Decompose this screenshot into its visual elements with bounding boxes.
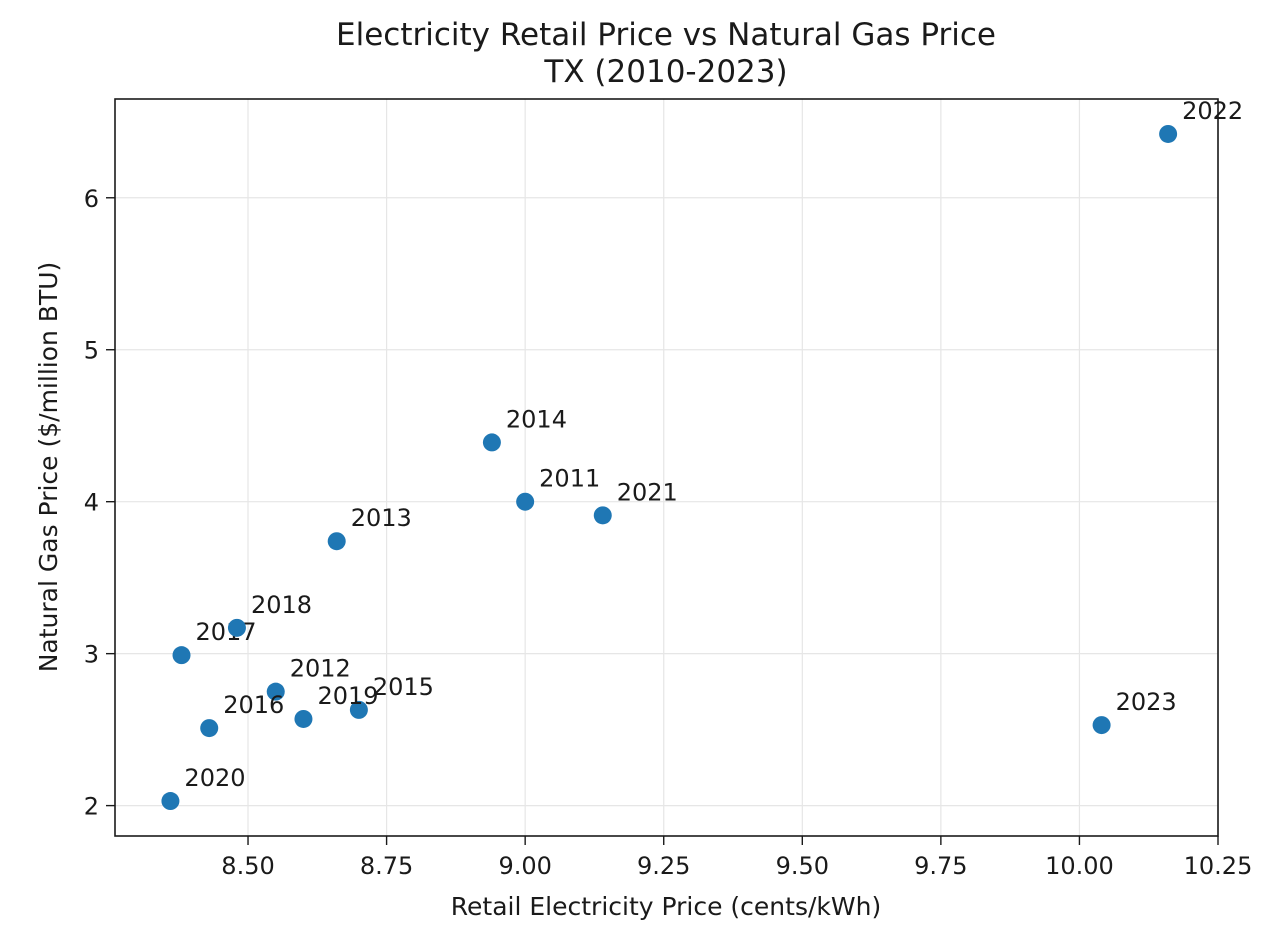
data-point-label: 2012: [290, 655, 351, 683]
chart-subtitle: TX (2010-2023): [543, 54, 787, 90]
data-point-label: 2023: [1116, 688, 1177, 716]
axis-ticks: 8.50 8.75 9.00 9.25 9.50 9.75 10.00 10.25 2 3 4 5 6: [84, 185, 1253, 880]
y-tick-label: 5: [84, 337, 99, 365]
data-point-2020: [161, 792, 180, 811]
data-point-2015: [349, 700, 368, 719]
data-point-2019: [294, 709, 313, 728]
data-point-label: 2013: [351, 504, 412, 532]
data-point-2013: [327, 532, 346, 551]
y-tick-label: 3: [84, 641, 99, 669]
plot-area-frame: [114, 98, 1219, 837]
data-point-2021: [593, 506, 612, 525]
y-tick-label: 6: [84, 185, 99, 213]
chart-title: Electricity Retail Price vs Natural Gas …: [336, 17, 996, 53]
x-tick-label: 9.25: [637, 852, 690, 880]
data-point-2012: [266, 682, 285, 701]
data-point-2022: [1159, 124, 1178, 143]
x-tick-label: 9.00: [498, 852, 551, 880]
data-point-label: 2020: [184, 764, 245, 792]
x-tick-label: 9.50: [776, 852, 829, 880]
x-tick-label: 8.75: [360, 852, 413, 880]
x-axis-label: Retail Electricity Price (cents/kWh): [451, 892, 881, 921]
data-point-label: 2021: [617, 478, 678, 506]
data-point-2014: [482, 433, 501, 452]
x-tick-label: 9.75: [914, 852, 967, 880]
y-tick-label: 4: [84, 489, 99, 517]
data-point-label: 2011: [539, 465, 600, 493]
data-point-2023: [1092, 716, 1111, 735]
x-tick-label: 10.00: [1045, 852, 1114, 880]
data-point-label: 2022: [1182, 97, 1243, 125]
data-point-2016: [200, 719, 219, 738]
data-point-label: 2017: [196, 618, 257, 646]
data-point-label: 2015: [373, 673, 434, 701]
data-point-2011: [516, 492, 535, 511]
data-point-2018: [227, 618, 246, 637]
y-tick-label: 2: [84, 793, 99, 821]
data-point-label: 2018: [251, 591, 312, 619]
data-point-label: 2016: [223, 691, 284, 719]
grid-lines: [115, 99, 1219, 836]
data-point-2017: [172, 646, 191, 665]
x-tick-label: 10.25: [1184, 852, 1253, 880]
x-tick-label: 8.50: [221, 852, 274, 880]
data-point-label: 2014: [506, 405, 567, 433]
y-axis-label: Natural Gas Price ($/million BTU): [34, 262, 63, 673]
data-point-label: 2019: [317, 682, 378, 710]
